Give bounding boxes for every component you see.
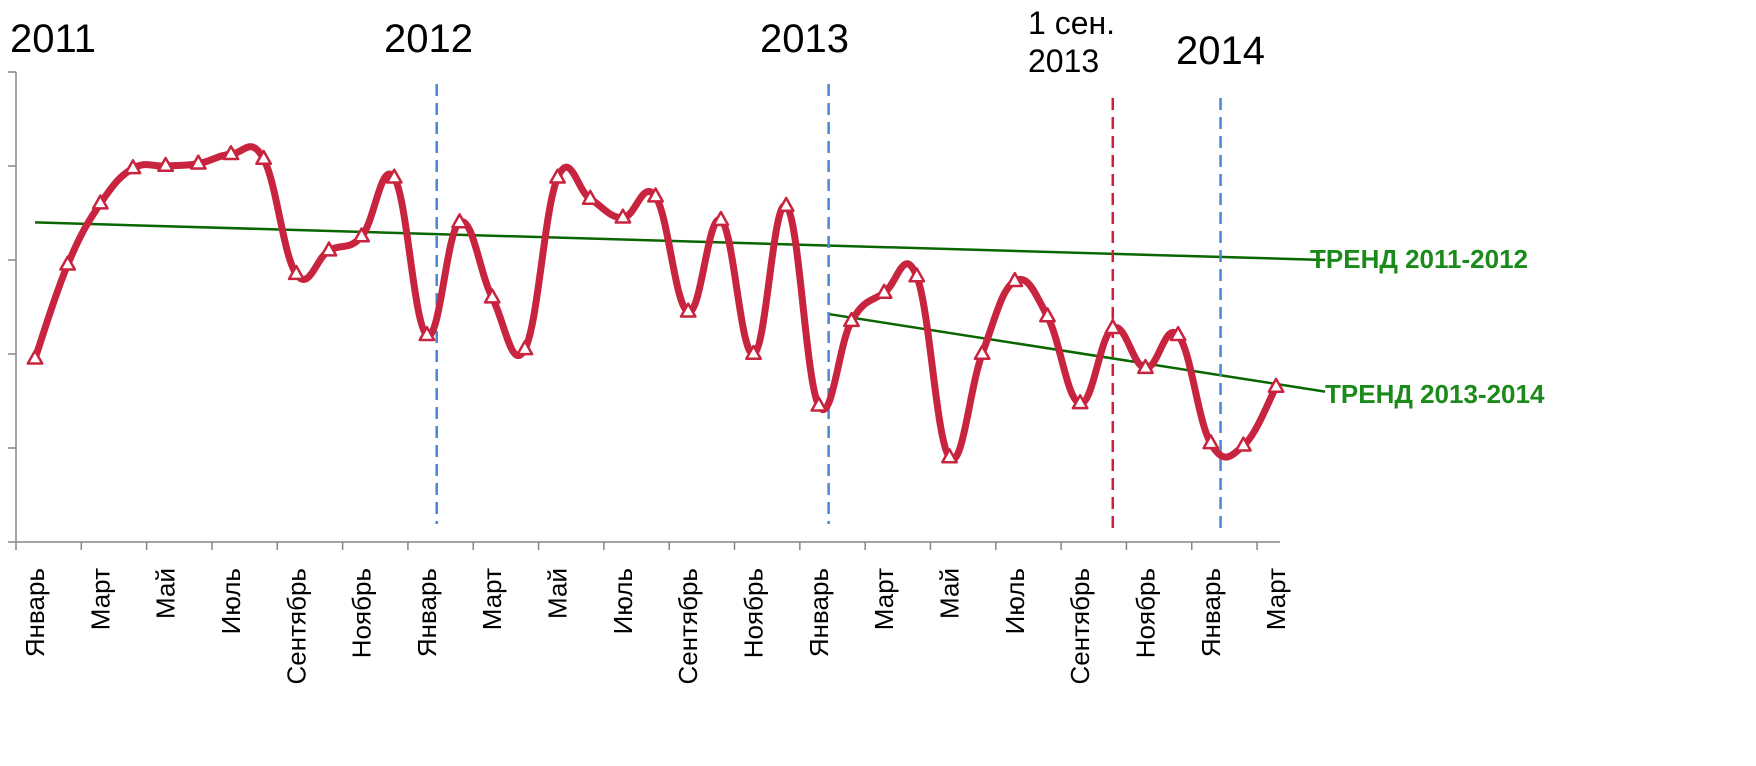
- trend-line: [34, 221, 1326, 262]
- data-point: [1267, 377, 1285, 393]
- x-tick-label: Июль: [608, 568, 638, 634]
- x-tick-label: Ноябрь: [347, 568, 377, 658]
- year-label-line: 2013: [1028, 43, 1099, 79]
- data-point: [124, 159, 142, 175]
- x-tick-label: Январь: [804, 568, 834, 657]
- data-series: [26, 143, 1285, 464]
- data-point: [777, 196, 795, 212]
- data-point: [1234, 436, 1252, 452]
- trend-line: [828, 312, 1326, 393]
- year-label: 1 сен. 2013: [1028, 5, 1115, 79]
- data-point: [91, 194, 109, 210]
- data-point: [614, 208, 632, 224]
- x-tick-label: Январь: [20, 568, 50, 657]
- data-point: [222, 145, 240, 161]
- data-point: [581, 189, 599, 205]
- data-point: [320, 241, 338, 257]
- x-tick-label: Январь: [1196, 568, 1226, 657]
- data-point: [908, 267, 926, 283]
- data-point: [157, 156, 175, 173]
- x-tick-label: Ноябрь: [739, 568, 769, 658]
- data-point: [1136, 358, 1154, 375]
- data-point: [973, 344, 991, 361]
- x-tick-label: Март: [869, 568, 899, 630]
- data-point: [679, 302, 697, 318]
- data-point: [745, 344, 762, 361]
- chart-text-labels: Январь Март Май Июль Сентябрь Ноябрь Январь Мар…: [10, 5, 1545, 684]
- data-point: [712, 210, 730, 227]
- x-tick-label: Май: [151, 568, 181, 619]
- data-point: [549, 168, 567, 184]
- trend-label: ТРЕНД 2013-2014: [1325, 379, 1545, 409]
- trend-label: ТРЕНД 2011-2012: [1310, 244, 1528, 274]
- year-label-line: 1 сен.: [1028, 5, 1115, 41]
- data-point: [941, 448, 958, 464]
- x-tick-label: Май: [543, 568, 573, 619]
- data-point: [26, 349, 44, 365]
- x-tick-label: Сентябрь: [1065, 568, 1095, 684]
- year-label: 2014: [1176, 29, 1265, 73]
- x-tick-label: Июль: [216, 568, 246, 634]
- series-line: [31, 143, 1280, 463]
- data-point: [843, 311, 860, 328]
- x-tick-label: Март: [477, 568, 507, 630]
- data-point: [59, 255, 77, 271]
- data-point: [353, 227, 371, 243]
- data-point: [385, 168, 403, 184]
- data-point: [875, 283, 893, 299]
- x-tick-label: Март: [85, 568, 115, 630]
- data-point: [810, 396, 828, 412]
- data-point: [418, 325, 436, 342]
- data-point: [287, 264, 305, 281]
- data-point: [1071, 394, 1089, 410]
- data-point: [647, 187, 664, 203]
- data-point: [483, 288, 501, 304]
- x-tick-label: Июль: [1000, 568, 1030, 634]
- year-label: 2012: [384, 17, 473, 61]
- x-tick-label: Май: [934, 568, 964, 619]
- trend-lines: [34, 221, 1326, 393]
- x-tick-label: Март: [1261, 568, 1291, 630]
- data-point: [189, 154, 207, 170]
- data-point: [1169, 325, 1187, 342]
- data-point: [1006, 271, 1024, 288]
- data-point: [1104, 318, 1122, 335]
- data-point: [1202, 434, 1220, 450]
- data-point: [255, 149, 273, 165]
- chart-axes: [8, 71, 1280, 550]
- year-label: 2013: [760, 17, 849, 61]
- x-tick-label: Сентябрь: [281, 568, 311, 684]
- data-point: [451, 213, 469, 229]
- year-dividers: [435, 84, 1222, 528]
- x-tick-label: Сентябрь: [673, 568, 703, 684]
- x-tick-label: Январь: [412, 568, 442, 657]
- data-point: [1039, 307, 1056, 323]
- x-tick-label: Ноябрь: [1130, 568, 1160, 658]
- year-label: 2011: [10, 17, 96, 61]
- data-point: [516, 340, 534, 356]
